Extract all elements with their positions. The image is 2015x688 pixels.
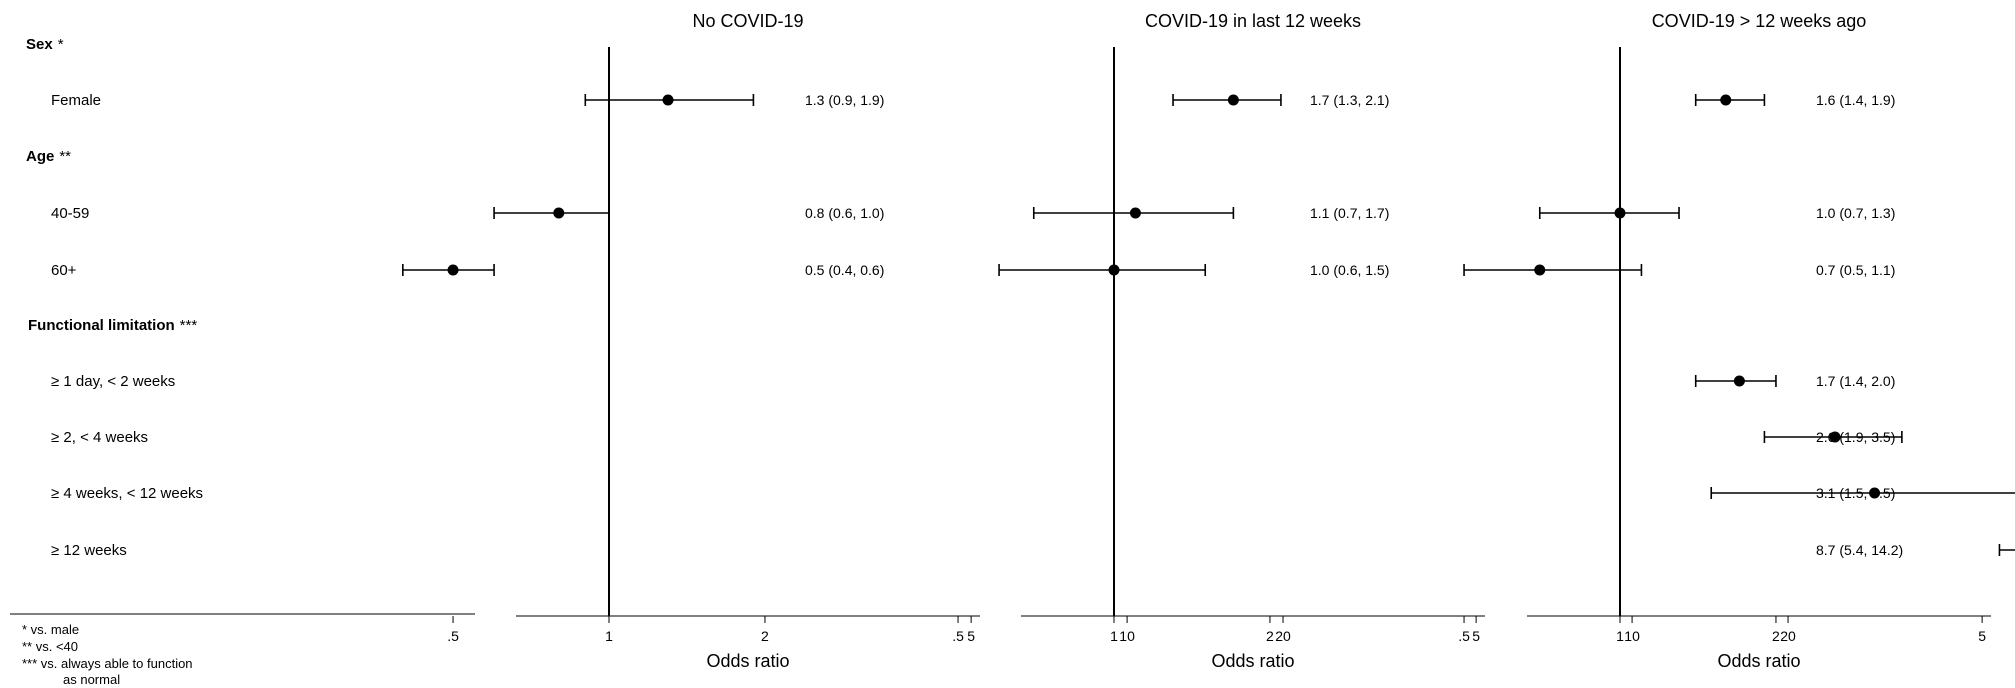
- point-estimate-marker: [1129, 207, 1141, 219]
- panel-title: No COVID-19: [692, 11, 803, 31]
- footnotes: * vs. male ** vs. <40 *** vs. always able …: [22, 622, 193, 687]
- estimate-label: 2.6 (1.9, 3.5): [1816, 429, 1895, 445]
- row-header-label: Age **: [26, 148, 71, 165]
- forest-panel: COVID-19 in last 12 weeks .5 1 2 5 10 20 Odds r…: [952, 11, 1796, 671]
- forest-panel: No COVID-19 .5 1 2 5 10 20 Odds ratio 1.3 (0.9, …: [402, 11, 1291, 671]
- x-tick-label: 2: [761, 628, 769, 644]
- x-tick-label: 2: [1266, 628, 1274, 644]
- row-header-label: Functional limitation ***: [28, 317, 197, 334]
- row-header-note: ***: [180, 317, 198, 334]
- point-estimate-marker: [553, 207, 565, 219]
- x-axis-label: Odds ratio: [706, 651, 789, 671]
- x-axis-label: Odds ratio: [1211, 651, 1294, 671]
- row-header-text: Functional limitation: [28, 317, 175, 334]
- x-tick-label: 1: [1110, 628, 1118, 644]
- row-labels: Sex * Female Age ** 40-59 60+ Functional limita…: [26, 36, 203, 559]
- x-tick-label: 5: [1978, 628, 1986, 644]
- row-header-text: Sex: [26, 36, 53, 53]
- estimate-label: 8.7 (5.4, 14.2): [1816, 542, 1903, 558]
- estimate-label: 1.3 (0.9, 1.9): [805, 92, 884, 108]
- x-tick-label: 20: [1275, 628, 1291, 644]
- estimate-label: 0.8 (0.6, 1.0): [805, 205, 884, 221]
- forest-panel: COVID-19 > 12 weeks ago .5 1 2 5 10 20 Odds rat…: [1458, 11, 2015, 671]
- point-estimate-marker: [1614, 207, 1626, 219]
- footnote: * vs. male: [22, 622, 79, 637]
- row-label: ≥ 1 day, < 2 weeks: [51, 373, 175, 390]
- x-tick-label: 1: [1616, 628, 1624, 644]
- row-label: ≥ 2, < 4 weeks: [51, 429, 148, 446]
- panel-title: COVID-19 in last 12 weeks: [1145, 11, 1361, 31]
- x-tick-label: 20: [1780, 628, 1796, 644]
- x-tick-label: 5: [1472, 628, 1480, 644]
- point-estimate-marker: [1720, 94, 1732, 106]
- row-header-note: **: [59, 148, 71, 165]
- row-label: ≥ 12 weeks: [51, 542, 127, 559]
- footnote: ** vs. <40: [22, 639, 78, 654]
- estimate-label: 1.0 (0.7, 1.3): [1816, 205, 1895, 221]
- row-label: ≥ 4 weeks, < 12 weeks: [51, 485, 203, 502]
- row-label: 40-59: [51, 205, 89, 222]
- point-estimate-marker: [662, 94, 674, 106]
- x-tick-label: 2: [1772, 628, 1780, 644]
- x-tick-label: 5: [967, 628, 975, 644]
- x-tick-label: 10: [1624, 628, 1640, 644]
- estimate-label: 0.7 (0.5, 1.1): [1816, 262, 1895, 278]
- footnote: as normal: [63, 672, 120, 687]
- estimate-label: 1.1 (0.7, 1.7): [1310, 205, 1389, 221]
- row-label: 60+: [51, 262, 77, 279]
- row-label: Female: [51, 92, 101, 109]
- point-estimate-marker: [1534, 264, 1546, 276]
- x-tick-label: 10: [1119, 628, 1135, 644]
- point-estimate-marker: [447, 264, 459, 276]
- x-tick-label: 1: [605, 628, 613, 644]
- row-header-label: Sex *: [26, 36, 64, 53]
- x-tick-label: .5: [447, 628, 459, 644]
- point-estimate-marker: [1829, 431, 1841, 443]
- point-estimate-marker: [1869, 487, 1881, 499]
- x-tick-label: .5: [952, 628, 964, 644]
- estimate-label: 1.0 (0.6, 1.5): [1310, 262, 1389, 278]
- x-tick-label: .5: [1458, 628, 1470, 644]
- point-estimate-marker: [1108, 264, 1120, 276]
- estimate-label: 1.7 (1.4, 2.0): [1816, 373, 1895, 389]
- row-header-note: *: [58, 36, 64, 53]
- x-axis-label: Odds ratio: [1717, 651, 1800, 671]
- estimate-label: 1.7 (1.3, 2.1): [1310, 92, 1389, 108]
- estimate-label: 3.1 (1.5, 6.5): [1816, 485, 1895, 501]
- point-estimate-marker: [1227, 94, 1239, 106]
- panel-title: COVID-19 > 12 weeks ago: [1652, 11, 1867, 31]
- point-estimate-marker: [1733, 375, 1745, 387]
- row-header-text: Age: [26, 148, 54, 165]
- estimate-label: 1.6 (1.4, 1.9): [1816, 92, 1895, 108]
- estimate-label: 0.5 (0.4, 0.6): [805, 262, 884, 278]
- footnote: *** vs. always able to function: [22, 656, 193, 671]
